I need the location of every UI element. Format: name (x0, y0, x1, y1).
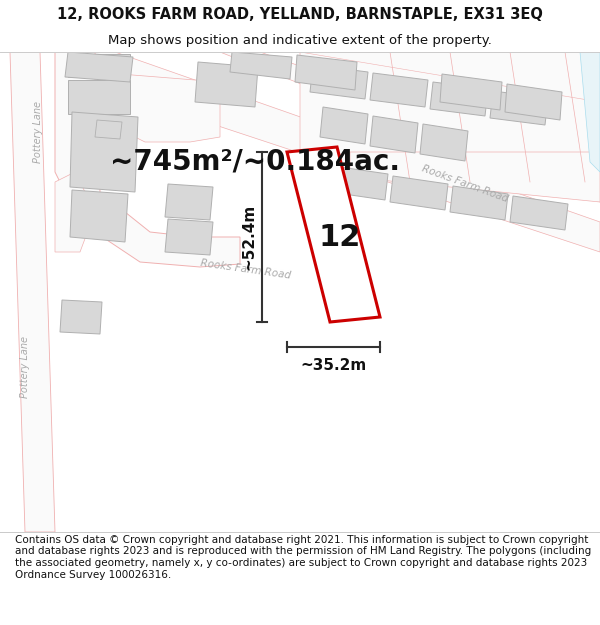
Polygon shape (450, 186, 508, 220)
Polygon shape (165, 184, 213, 220)
Polygon shape (68, 54, 130, 77)
Polygon shape (68, 80, 130, 114)
Text: Map shows position and indicative extent of the property.: Map shows position and indicative extent… (108, 34, 492, 47)
Text: Contains OS data © Crown copyright and database right 2021. This information is : Contains OS data © Crown copyright and d… (15, 535, 591, 579)
Text: 12, ROOKS FARM ROAD, YELLAND, BARNSTAPLE, EX31 3EQ: 12, ROOKS FARM ROAD, YELLAND, BARNSTAPLE… (57, 7, 543, 22)
Polygon shape (65, 52, 133, 82)
Polygon shape (300, 52, 600, 177)
Polygon shape (430, 82, 488, 116)
Polygon shape (440, 74, 502, 110)
Polygon shape (350, 152, 600, 202)
Polygon shape (505, 84, 562, 120)
Polygon shape (510, 196, 568, 230)
Polygon shape (220, 52, 600, 202)
Polygon shape (580, 52, 600, 172)
Polygon shape (370, 116, 418, 153)
Polygon shape (310, 65, 368, 99)
Polygon shape (55, 52, 240, 267)
Polygon shape (490, 91, 548, 125)
Polygon shape (165, 219, 213, 255)
Text: Rooks Farm Road: Rooks Farm Road (200, 258, 292, 280)
Polygon shape (295, 55, 357, 90)
Polygon shape (10, 52, 55, 532)
Polygon shape (85, 52, 600, 252)
Polygon shape (230, 52, 292, 79)
Text: ~745m²/~0.184ac.: ~745m²/~0.184ac. (110, 148, 400, 176)
Text: Pottery Lane: Pottery Lane (20, 336, 30, 398)
Polygon shape (195, 62, 258, 107)
Polygon shape (320, 107, 368, 144)
Polygon shape (390, 176, 448, 210)
Text: ~52.4m: ~52.4m (241, 204, 257, 270)
Polygon shape (55, 172, 95, 252)
Polygon shape (70, 112, 138, 192)
Polygon shape (95, 120, 122, 139)
Text: Pottery Lane: Pottery Lane (33, 101, 43, 163)
Polygon shape (370, 73, 428, 107)
Text: 12: 12 (319, 222, 361, 251)
Polygon shape (287, 147, 380, 322)
Polygon shape (70, 190, 128, 242)
Text: Rooks Farm Road: Rooks Farm Road (420, 164, 509, 204)
Polygon shape (330, 166, 388, 200)
Polygon shape (420, 124, 468, 161)
Text: ~35.2m: ~35.2m (301, 357, 367, 372)
Polygon shape (95, 72, 220, 142)
Polygon shape (300, 52, 600, 102)
Polygon shape (60, 300, 102, 334)
